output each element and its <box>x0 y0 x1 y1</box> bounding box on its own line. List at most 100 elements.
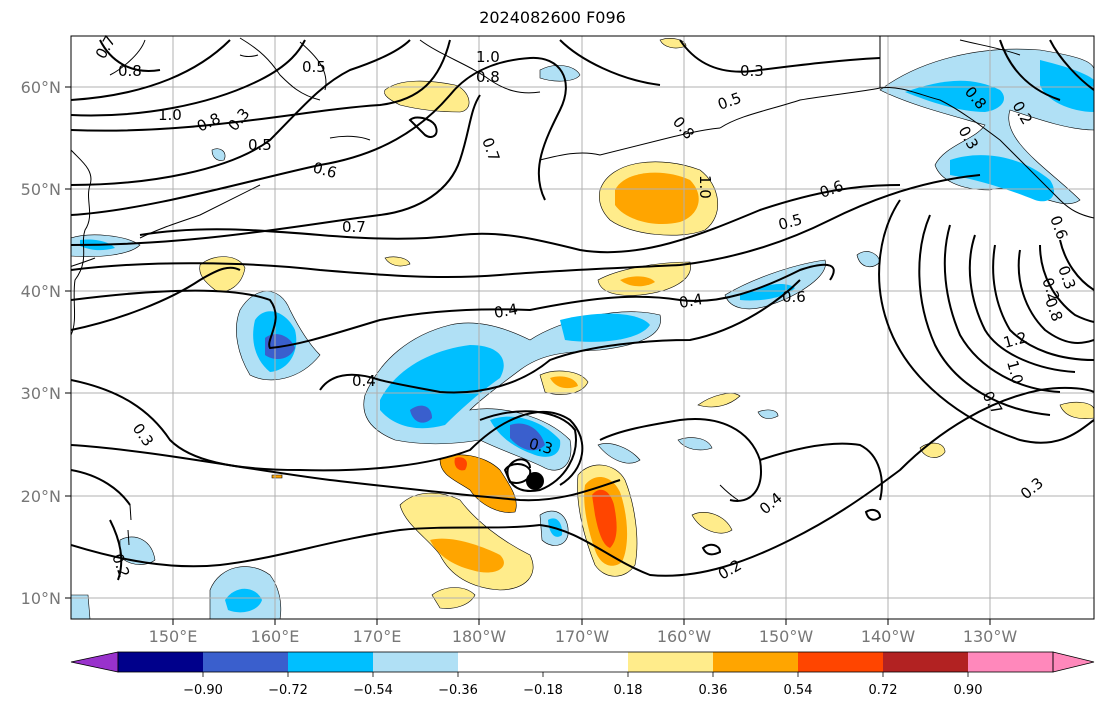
lat-tick-label: 50°N <box>21 180 61 199</box>
colorbar-tick-label: 0.54 <box>784 683 813 698</box>
colorbar-extend-high <box>1052 651 1095 673</box>
shade-blue <box>677 437 713 451</box>
contour-line <box>539 386 1094 577</box>
contour-line <box>71 94 481 246</box>
shade-blue <box>740 284 795 301</box>
contour-line <box>408 116 438 138</box>
lat-tick-label: 60°N <box>21 78 61 97</box>
contour-label: 0.3 <box>740 62 764 80</box>
lon-tick-label: 150°W <box>759 627 814 646</box>
contour-label: 0.6 <box>782 288 806 306</box>
colorbar-swatch <box>798 652 883 672</box>
storm-position-marker <box>526 472 544 490</box>
colorbar-swatch <box>543 652 628 672</box>
contour-line <box>71 379 584 486</box>
shade-warm <box>271 474 283 479</box>
colorbar-extend-low <box>70 651 119 673</box>
contour-line <box>599 418 762 502</box>
contour-line <box>319 279 801 394</box>
colorbar-swatch <box>883 652 968 672</box>
colorbar-swatch <box>118 652 203 672</box>
shading-layer <box>71 38 1094 619</box>
shade-warm <box>430 538 504 573</box>
lat-tick-label: 10°N <box>21 589 61 608</box>
colorbar-swatch <box>458 652 543 672</box>
shade-blue <box>211 148 226 161</box>
colorbar-tick-label: −0.90 <box>183 683 223 698</box>
contour-line <box>878 199 1094 444</box>
shade-warm <box>620 276 655 287</box>
contour-line <box>918 214 1051 416</box>
shade-blue <box>510 423 545 451</box>
contour-line <box>759 442 883 501</box>
contour-label: 1.2 <box>1001 328 1029 352</box>
contour-line <box>992 244 1094 361</box>
colorbar-tick-label: 0.90 <box>954 683 983 698</box>
contour-line <box>679 39 881 73</box>
shade-warm <box>1059 401 1094 419</box>
lat-axis: 60°N 50°N 40°N 30°N 20°N 10°N <box>21 78 71 608</box>
contour-line <box>71 444 621 502</box>
shade-blue <box>1040 60 1094 112</box>
contour-line <box>139 184 901 254</box>
contour-line <box>71 39 306 117</box>
contour-label: 1.0 <box>158 106 182 124</box>
shade-blue <box>225 588 262 613</box>
shade-blue <box>539 65 581 82</box>
shade-blue <box>757 409 779 419</box>
contour-line <box>1059 239 1094 291</box>
contour-line <box>864 508 882 521</box>
shade-blue <box>597 443 641 464</box>
contour-label: 0.4 <box>352 372 376 390</box>
contour-line <box>503 463 532 484</box>
lon-tick-label: 160°E <box>251 627 300 646</box>
contour-label: 0.7 <box>342 218 366 236</box>
contour-line <box>1017 249 1094 344</box>
colorbar-tick-label: −0.36 <box>438 683 478 698</box>
shade-blue <box>950 155 1055 202</box>
shade-blue <box>363 311 661 471</box>
colorbar-swatch <box>968 652 1053 672</box>
shade-blue <box>71 594 91 619</box>
colorbar-swatch <box>288 652 373 672</box>
contour-line <box>943 224 1061 393</box>
colorbar-tick-label: −0.72 <box>268 683 308 698</box>
contour-label: 0.3 <box>527 434 555 458</box>
map-title: 2024082600 F096 <box>479 8 626 27</box>
contour-label: 1.0 <box>1003 358 1027 386</box>
lon-axis: 150°E 160°E 170°E 180°W 170°W 160°W 150°… <box>149 619 1017 646</box>
colorbar-tick-label: −0.18 <box>523 683 563 698</box>
contour-label: 0.5 <box>302 58 326 76</box>
shade-warm <box>697 393 741 408</box>
lon-tick-label: 160°W <box>657 627 712 646</box>
lat-tick-label: 40°N <box>21 282 61 301</box>
shade-warm <box>691 511 733 534</box>
contour-line <box>1049 39 1094 91</box>
contour-label: 0.6 <box>311 158 339 182</box>
colorbar-swatch <box>203 652 288 672</box>
contour-label: 0.5 <box>248 136 272 154</box>
shade-warm <box>550 376 578 389</box>
contour-label: 0.4 <box>493 300 520 322</box>
shade-warm <box>592 489 617 548</box>
contour-line <box>999 39 1061 101</box>
contour-line <box>71 174 981 279</box>
colorbar-swatch <box>713 652 798 672</box>
lon-tick-label: 170°W <box>555 627 610 646</box>
shade-blue <box>905 80 1005 112</box>
colorbar-tick-label: 0.72 <box>869 683 898 698</box>
contour-label: 0.8 <box>476 68 500 86</box>
lon-tick-label: 150°E <box>149 627 198 646</box>
shade-warm <box>384 80 470 113</box>
contour-line <box>71 56 567 216</box>
contours <box>71 39 1094 581</box>
lat-tick-label: 20°N <box>21 487 61 506</box>
shade-warm <box>615 172 699 225</box>
lat-tick-label: 30°N <box>21 384 61 403</box>
colorbar-swatch <box>373 652 458 672</box>
contour-line <box>71 39 231 101</box>
contour-line <box>479 410 577 492</box>
shade-warm <box>384 256 411 267</box>
contour-label: 0.5 <box>776 210 804 234</box>
